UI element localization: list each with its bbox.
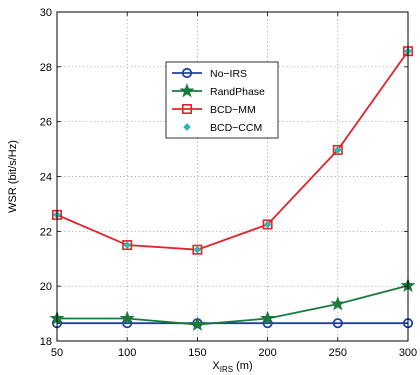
legend-marker: [182, 104, 193, 115]
tick-layer: 50 100 150 200 250 300 18 20 22 24 26 28 30: [40, 7, 417, 359]
x-axis-label-unit: (m): [233, 360, 253, 372]
data-point: [263, 220, 272, 229]
legend-entry: RandPhase: [172, 83, 265, 98]
legend-label: BCD−MM: [210, 104, 256, 116]
series-1: [51, 318, 414, 329]
data-point: [192, 244, 203, 255]
series-layer: [49, 46, 416, 331]
data-point: [122, 240, 133, 251]
x-axis-label-main: X: [212, 360, 220, 372]
data-point: [262, 219, 273, 230]
data-point: [260, 310, 276, 325]
legend-entry: BCD−CCM: [183, 122, 262, 134]
y-tick-label: 22: [40, 226, 52, 238]
x-tick-label: 150: [188, 347, 206, 359]
x-tick-label: 250: [329, 347, 347, 359]
data-point: [119, 310, 135, 325]
x-tick-label: 50: [51, 347, 63, 359]
x-tick-label: 300: [399, 347, 417, 359]
y-tick-label: 26: [40, 117, 52, 129]
data-point: [189, 316, 205, 331]
data-point: [332, 318, 343, 329]
legend-entries: No−IRS RandPhase BCD−MM BCD−CCM: [172, 67, 265, 134]
data-point: [123, 241, 132, 249]
y-tick-label: 24: [40, 172, 52, 184]
data-point: [193, 245, 202, 254]
series-line: [56, 50, 409, 251]
data-point: [333, 145, 342, 154]
y-tick-label: 30: [40, 7, 52, 19]
x-tick-label: 100: [118, 347, 136, 359]
legend-marker: [183, 123, 191, 131]
legend-label: BCD−CCM: [210, 122, 262, 134]
data-point: [330, 296, 346, 311]
y-axis-label: WSR (bit/s/Hz): [7, 140, 19, 213]
x-tick-label: 200: [258, 347, 276, 359]
legend-entry: BCD−MM: [172, 104, 256, 116]
legend-marker: [181, 67, 193, 79]
y-tick-label: 20: [40, 281, 52, 293]
series-line: [57, 284, 409, 326]
grid-layer: [56, 11, 409, 342]
legend-box: [165, 61, 279, 139]
legend-marker: [179, 83, 195, 98]
y-tick-label: 18: [40, 336, 52, 348]
x-axis-label: XIRS (m): [212, 360, 252, 374]
data-point: [332, 144, 343, 155]
y-tick-label: 28: [40, 62, 52, 74]
legend: No−IRS RandPhase BCD−MM BCD−CCM: [165, 61, 279, 139]
legend-label: RandPhase: [210, 86, 265, 98]
legend-label: No−IRS: [210, 68, 247, 80]
legend-entry: No−IRS: [172, 67, 247, 80]
x-axis-label-sub: IRS: [220, 365, 233, 374]
